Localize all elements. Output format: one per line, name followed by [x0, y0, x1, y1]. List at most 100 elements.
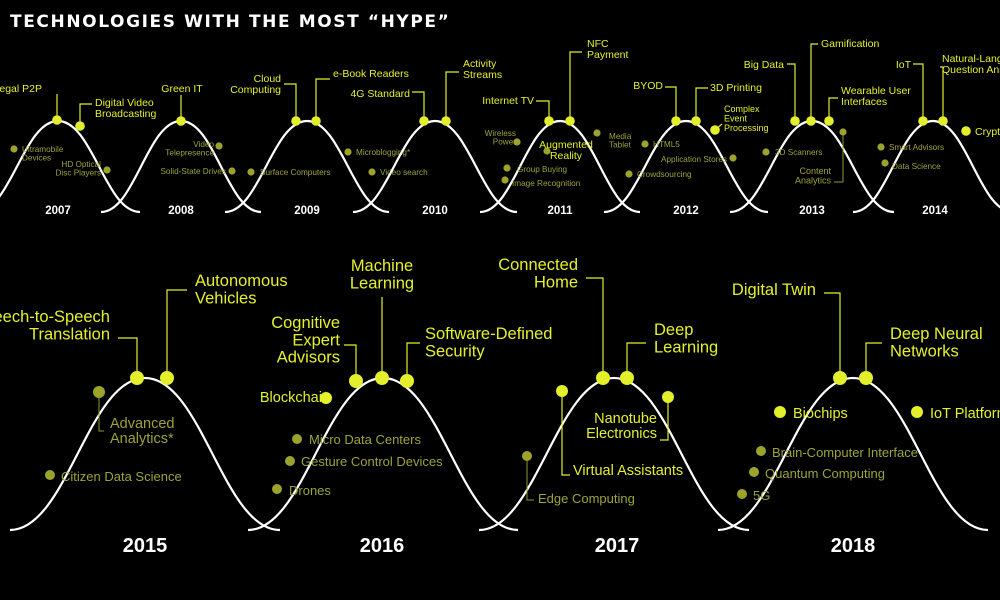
tech-marker-content-analytics [839, 128, 847, 136]
tech-label-surface-computers: Surface Computers [260, 168, 331, 177]
tech-marker-iot-platform [911, 406, 923, 418]
tech-marker-5g [737, 489, 747, 499]
tech-marker-data-science [881, 159, 889, 167]
tech-label-green-it: Green IT [161, 83, 203, 95]
tech-marker-deep-learning [620, 371, 634, 385]
tech-label-digital-video-broadcasting: Digital Video Broadcasting [95, 97, 156, 120]
tech-marker-legal-p2p [52, 115, 62, 125]
hype-curve [603, 119, 769, 214]
tech-label-3d-scanners: 3D Scanners [775, 148, 822, 157]
tech-label-content-analytics: Content Analytics [795, 166, 832, 185]
tech-label-drones: Drones [289, 483, 331, 498]
tech-label-microblogging: Microblogging* [356, 148, 411, 157]
tech-label-crowdsourcing: Crowdsourcing [637, 170, 692, 179]
tech-label-internet-tv: Internet TV [482, 95, 534, 107]
tech-label-nanotube-electronics: Nanotube Electronics [586, 411, 657, 442]
tech-label-wireless-power: Wireless Power [485, 129, 517, 147]
year-label-2016: 2016 [360, 535, 405, 557]
tech-marker-nanotube-electronics [662, 391, 674, 403]
hype-curve [224, 119, 390, 214]
tech-label-cognitive-expert-advisors: Cognitive Expert Advisors [271, 314, 340, 367]
tech-marker-biochips [774, 406, 786, 418]
tech-label-byod: BYOD [633, 80, 663, 92]
tech-marker-micro-data-centers [292, 434, 302, 444]
leader-line [406, 342, 420, 381]
tech-label-machine-learning: Machine Learning [350, 257, 414, 292]
tech-label-natural-language-question-answering: Natural-LanguageQuestion Answering [942, 53, 1000, 76]
tech-marker-cryptocurrency [961, 126, 971, 136]
leader-line [569, 51, 582, 121]
tech-label-augmented-reality: Augmented Reality [539, 139, 593, 162]
year-label-2010: 2010 [422, 205, 448, 217]
hype-cycle-2014: IoT Natural-LanguageQuestion Answering Cry… [852, 53, 1000, 217]
tech-marker-cognitive-expert-advisors [349, 374, 363, 388]
tech-marker-wearable-user-interfaces [824, 116, 834, 126]
tech-marker-surface-computers [247, 168, 255, 176]
hype-cycle-2017: Connected Home Deep Learning Nanotube Electro… [478, 256, 750, 557]
tech-label-digital-twin: Digital Twin [732, 281, 816, 299]
hype-cycle-2011: Internet TV NFC Payment Wireless Power Augmen… [479, 38, 641, 217]
tech-label-5g: 5G [753, 488, 770, 503]
tech-label-complex-event-processing: Complex Event Processing [724, 104, 769, 133]
tech-marker-wireless-power [513, 138, 521, 146]
tech-marker-digital-twin [833, 371, 847, 385]
leader-line [626, 342, 646, 378]
tech-label-micro-data-centers: Micro Data Centers [309, 432, 421, 447]
tech-marker-smart-advisors [877, 143, 885, 151]
tech-marker-microblogging [344, 148, 352, 156]
tech-marker-natural-language-question-answering [938, 116, 948, 126]
tech-marker-4g-standard [419, 116, 429, 126]
tech-label-gesture-control-devices: Gesture Control Devices [301, 454, 443, 469]
leader-line [344, 344, 357, 381]
tech-label-html5: HTML5 [653, 140, 680, 149]
tech-marker-brain-computer-interface [756, 446, 766, 456]
leader-line [810, 43, 818, 121]
tech-marker-blockchain [320, 392, 332, 404]
tech-label-biochips: Biochips [793, 406, 848, 422]
tech-marker-html5 [641, 140, 649, 148]
leader-line [824, 292, 841, 378]
hype-cycle-2008: Green IT Video Telepresence Solid-State Dri… [100, 83, 262, 217]
tech-marker-cloud-computing [291, 116, 301, 126]
tech-marker-big-data [790, 116, 800, 126]
tech-label-nfc-payment: NFC Payment [587, 38, 629, 61]
tech-label-software-defined-security: Software-Defined Security [425, 325, 552, 360]
tech-label-edge-computing: Edge Computing [538, 491, 635, 506]
leader-line [315, 78, 330, 121]
leader-line [913, 63, 924, 121]
tech-marker-green-it [176, 116, 186, 126]
year-label-2012: 2012 [673, 205, 699, 217]
year-label-2015: 2015 [123, 535, 168, 557]
tech-marker-image-recognition [501, 176, 509, 184]
hype-curve [479, 119, 641, 214]
tech-label-gamification: Gamification [821, 38, 880, 50]
leader-line [526, 456, 534, 501]
hype-cycle-2009: Cloud Computing e-Book Readers Microbloggin… [224, 68, 428, 217]
leader-line [940, 66, 944, 121]
tech-marker-drones [272, 484, 282, 494]
leader-line [98, 392, 104, 432]
tech-label-e-book-readers: e-Book Readers [333, 68, 409, 80]
tech-marker-solid-state-drives [228, 167, 236, 175]
tech-marker-edge-computing [522, 451, 532, 461]
tech-marker-iot [918, 116, 928, 126]
tech-label-advanced-analytics: Advanced Analytics* [110, 416, 175, 447]
hype-cycle-2016: Cognitive Expert Advisors Machine Learning So… [247, 257, 552, 557]
tech-marker-machine-learning [375, 371, 389, 385]
leader-line [166, 289, 187, 378]
tech-label-video-search: Video search [380, 168, 428, 177]
leader-line [445, 71, 459, 121]
hype-cycle-2018: Digital Twin Deep Neural Networks Biochips I… [717, 281, 1000, 557]
tech-marker-3d-printing [691, 116, 701, 126]
tech-marker-complex-event-processing [710, 125, 720, 135]
tech-label-3d-printing: 3D Printing [710, 82, 762, 94]
tech-label-data-science: Data Science [892, 162, 941, 171]
tech-marker-virtual-assistants [556, 385, 568, 397]
tech-label-activity-streams: Activity Streams [463, 58, 502, 81]
leader-line [79, 103, 92, 126]
year-label-2017: 2017 [595, 535, 640, 557]
tech-marker-speech-to-speech-translation [130, 371, 144, 385]
year-label-2014: 2014 [922, 205, 948, 217]
